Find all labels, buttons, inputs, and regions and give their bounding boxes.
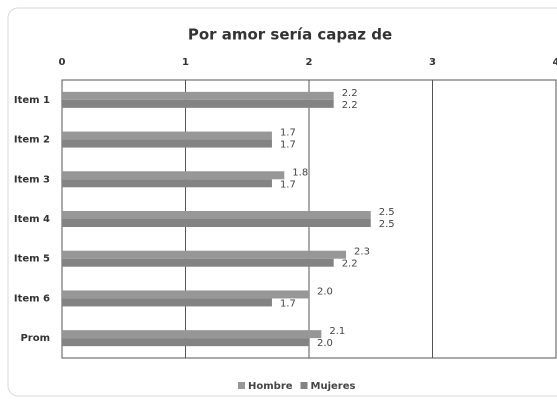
value-label: 1.7 [280, 298, 296, 309]
y-tick-label: Item 6 [14, 293, 50, 304]
bar [62, 250, 347, 259]
bar [62, 219, 371, 227]
value-label: 2.0 [317, 338, 333, 349]
bar [62, 171, 285, 180]
y-tick-label: Item 5 [14, 254, 50, 265]
legend-swatch [300, 382, 308, 389]
value-label: 1.8 [292, 167, 308, 178]
value-label: 1.7 [280, 179, 296, 190]
bar [62, 139, 272, 148]
value-label: 2.1 [329, 326, 345, 337]
y-tick-label: Item 3 [14, 174, 50, 185]
bar [62, 298, 272, 307]
value-label: 1.7 [280, 140, 296, 151]
x-tick-label: 0 [59, 57, 66, 68]
y-tick-label: Item 2 [14, 135, 50, 146]
y-tick-label: Item 1 [14, 95, 50, 106]
y-tick-label: Prom [20, 333, 50, 344]
value-label: 2.5 [379, 207, 395, 218]
legend-swatch [238, 382, 245, 389]
x-tick-label: 3 [429, 57, 436, 68]
value-label: 2.3 [354, 247, 370, 258]
bar [62, 330, 322, 339]
bar [62, 179, 272, 188]
legend-label: Mujeres [311, 381, 356, 392]
value-label: 2.5 [379, 219, 395, 230]
x-tick-label: 1 [182, 57, 189, 68]
y-tick-label: Item 4 [14, 214, 50, 225]
legend-label: Hombre [248, 381, 293, 392]
value-label: 2.2 [342, 259, 358, 270]
x-tick-label: 2 [306, 57, 313, 68]
x-tick-label: 4 [553, 57, 557, 68]
bar [62, 91, 334, 100]
value-label: 2.2 [342, 100, 358, 111]
bar [62, 131, 272, 140]
value-label: 1.7 [280, 128, 296, 139]
chart-title: Por amor sería capaz de [188, 26, 392, 44]
bar [62, 99, 334, 108]
bar [62, 338, 309, 347]
value-label: 2.2 [342, 88, 358, 99]
bar [62, 290, 309, 299]
bar [62, 211, 371, 219]
bar [62, 258, 334, 267]
value-label: 2.0 [317, 286, 333, 297]
